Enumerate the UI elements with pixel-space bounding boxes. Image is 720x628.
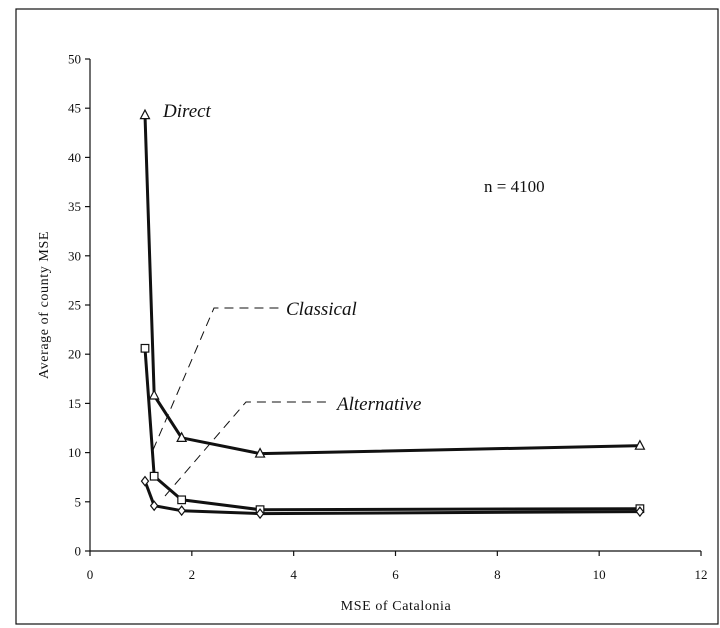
data-point-triangle (176, 431, 188, 442)
data-point-square (177, 495, 187, 505)
data-point-diamond (149, 500, 159, 512)
data-point-diamond (177, 505, 186, 517)
data-point-triangle (254, 447, 266, 458)
data-point-diamond (635, 506, 645, 518)
alternative-leader-line (164, 401, 330, 497)
classical-leader-line (152, 307, 280, 451)
y-tick-label: 0 (75, 544, 82, 559)
series-label-leaders (152, 307, 330, 497)
series-label-alternative: Alternative (335, 394, 421, 415)
data-point-square (140, 343, 150, 353)
data-point-diamond (255, 508, 265, 520)
series-layer (139, 108, 646, 520)
y-tick-label: 25 (68, 298, 81, 313)
data-point-square (149, 471, 159, 481)
data-point-triangle (634, 439, 646, 450)
y-tick-label: 20 (68, 347, 81, 362)
x-tick-label: 4 (290, 567, 297, 582)
series-line-classical (143, 348, 640, 512)
y-tick-label: 35 (68, 199, 81, 214)
data-point-triangle (139, 108, 151, 120)
x-tick-label: 0 (87, 567, 94, 582)
sample-size-note: n = 4100 (484, 177, 545, 196)
x-tick-label: 6 (392, 567, 399, 582)
chart-frame (15, 8, 719, 625)
y-tick-label: 45 (68, 101, 81, 116)
y-tick-label: 15 (68, 396, 81, 411)
y-tick-label: 30 (68, 248, 81, 263)
x-tick-label: 10 (593, 567, 606, 582)
x-tick-label: 12 (695, 567, 708, 582)
series-label-classical: Classical (286, 299, 357, 320)
x-axis-title: MSE of Catalonia (341, 599, 452, 614)
y-tick-label: 50 (68, 52, 81, 67)
series-label-direct: Direct (162, 101, 212, 122)
x-axis-ticks: 0 2 4 6 8 10 12 (87, 551, 708, 582)
x-tick-label: 8 (494, 567, 501, 582)
y-tick-label: 10 (68, 445, 81, 460)
y-tick-label: 40 (68, 150, 81, 165)
y-axis-title: Average of county MSE (37, 231, 52, 379)
data-point-diamond (140, 475, 150, 487)
y-axis-ticks: 0 5 10 15 20 25 30 35 40 45 50 (68, 52, 90, 559)
data-point-triangle (148, 389, 160, 400)
y-tick-label: 5 (75, 494, 82, 509)
x-tick-label: 2 (189, 567, 196, 582)
